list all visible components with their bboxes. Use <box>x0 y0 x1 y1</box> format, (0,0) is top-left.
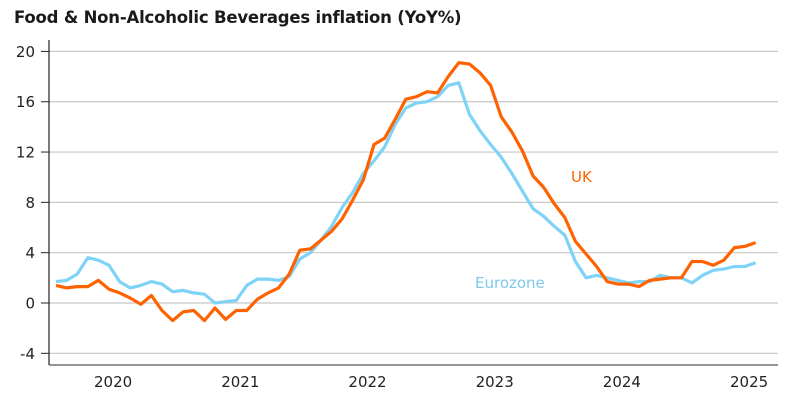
y-tick-label: 4 <box>25 244 35 262</box>
x-tick-label: 2020 <box>94 373 132 391</box>
series-lines <box>55 61 757 323</box>
series-line-eurozone <box>55 81 757 305</box>
chart-title: Food & Non-Alcoholic Beverages inflation… <box>14 8 462 27</box>
series-label-uk: UK <box>571 168 593 186</box>
y-tick-label: 16 <box>16 93 35 111</box>
x-tick-label: 2025 <box>730 373 768 391</box>
gridlines <box>49 50 778 354</box>
y-tick-label: -4 <box>20 345 35 363</box>
y-tick-label: 0 <box>25 295 35 313</box>
x-tick-label: 2023 <box>476 373 514 391</box>
y-tick-label: 12 <box>16 144 35 162</box>
series-line-uk <box>55 61 757 323</box>
x-tick-label: 2024 <box>603 373 641 391</box>
y-axis-ticks: 20 16 12 8 4 0 -4 <box>16 43 49 363</box>
x-tick-label: 2021 <box>221 373 259 391</box>
y-tick-label: 8 <box>25 194 35 212</box>
x-tick-label: 2022 <box>348 373 386 391</box>
x-axis-ticks: 2020 2021 2022 2023 2024 2025 <box>94 373 768 391</box>
series-label-eurozone: Eurozone <box>475 274 545 292</box>
y-tick-label: 20 <box>16 43 35 61</box>
